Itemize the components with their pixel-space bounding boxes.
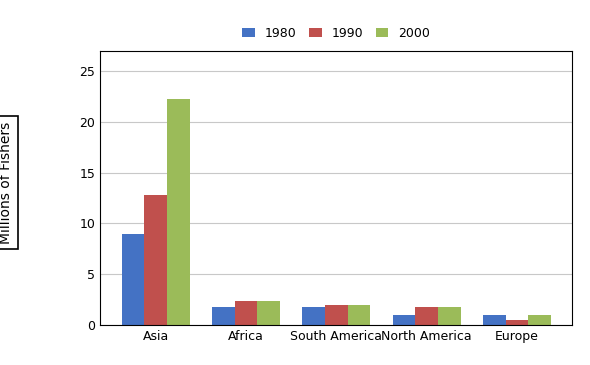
Bar <box>257 300 280 325</box>
Text: Millions of Fishers: Millions of Fishers <box>0 122 13 243</box>
Bar <box>145 195 167 325</box>
Bar <box>122 234 145 325</box>
Bar <box>506 320 528 325</box>
Bar <box>303 307 325 325</box>
Bar <box>528 315 551 325</box>
Bar <box>438 307 461 325</box>
Bar <box>483 315 506 325</box>
Bar <box>393 315 415 325</box>
Bar <box>325 304 348 325</box>
Bar <box>167 99 189 325</box>
Bar <box>415 307 438 325</box>
Bar <box>212 307 235 325</box>
Bar <box>348 304 370 325</box>
Bar <box>235 300 257 325</box>
Legend: 1980, 1990, 2000: 1980, 1990, 2000 <box>237 22 435 45</box>
